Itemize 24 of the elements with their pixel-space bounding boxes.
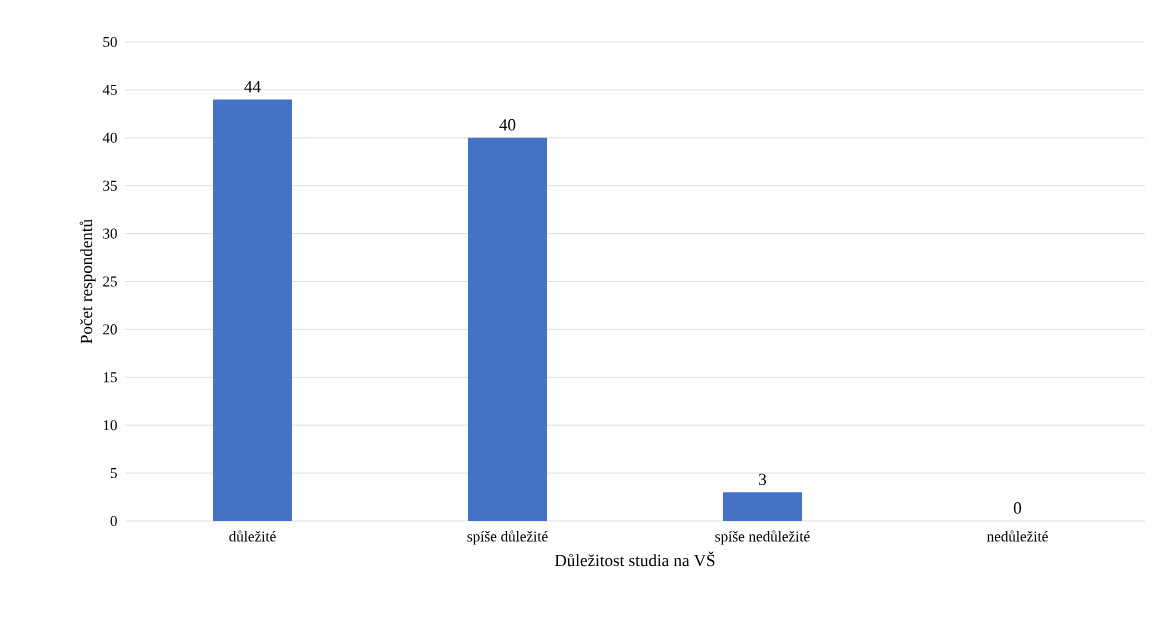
data-label: 44 <box>244 81 261 93</box>
bar <box>467 137 548 521</box>
x-axis-title: Důležitost studia na VŠ <box>554 551 715 567</box>
bar <box>722 492 803 521</box>
y-axis-title: Počet respondentů <box>79 219 96 344</box>
y-tick-label: 0 <box>110 515 117 527</box>
x-tick-label: důležité <box>229 530 276 542</box>
x-tick-label: spíše nedůležité <box>715 530 810 545</box>
y-tick-label: 30 <box>103 228 117 239</box>
y-tick-label: 50 <box>103 36 117 48</box>
y-tick-label: 40 <box>102 132 117 143</box>
bar <box>212 99 293 521</box>
y-tick-label: 10 <box>103 420 117 431</box>
y-tick-label: 45 <box>102 84 117 95</box>
data-label: 0 <box>1013 502 1022 514</box>
y-tick-label: 5 <box>110 468 117 479</box>
data-label: 3 <box>759 473 767 486</box>
y-tick-label: 25 <box>103 276 117 287</box>
x-tick-label: nedůležité <box>987 530 1048 542</box>
y-tick-label: 20 <box>103 324 117 335</box>
x-tick-label: spíše důležité <box>467 530 548 545</box>
y-tick-label: 35 <box>103 180 117 191</box>
y-tick-label: 15 <box>103 372 117 383</box>
data-label: 40 <box>499 119 516 131</box>
